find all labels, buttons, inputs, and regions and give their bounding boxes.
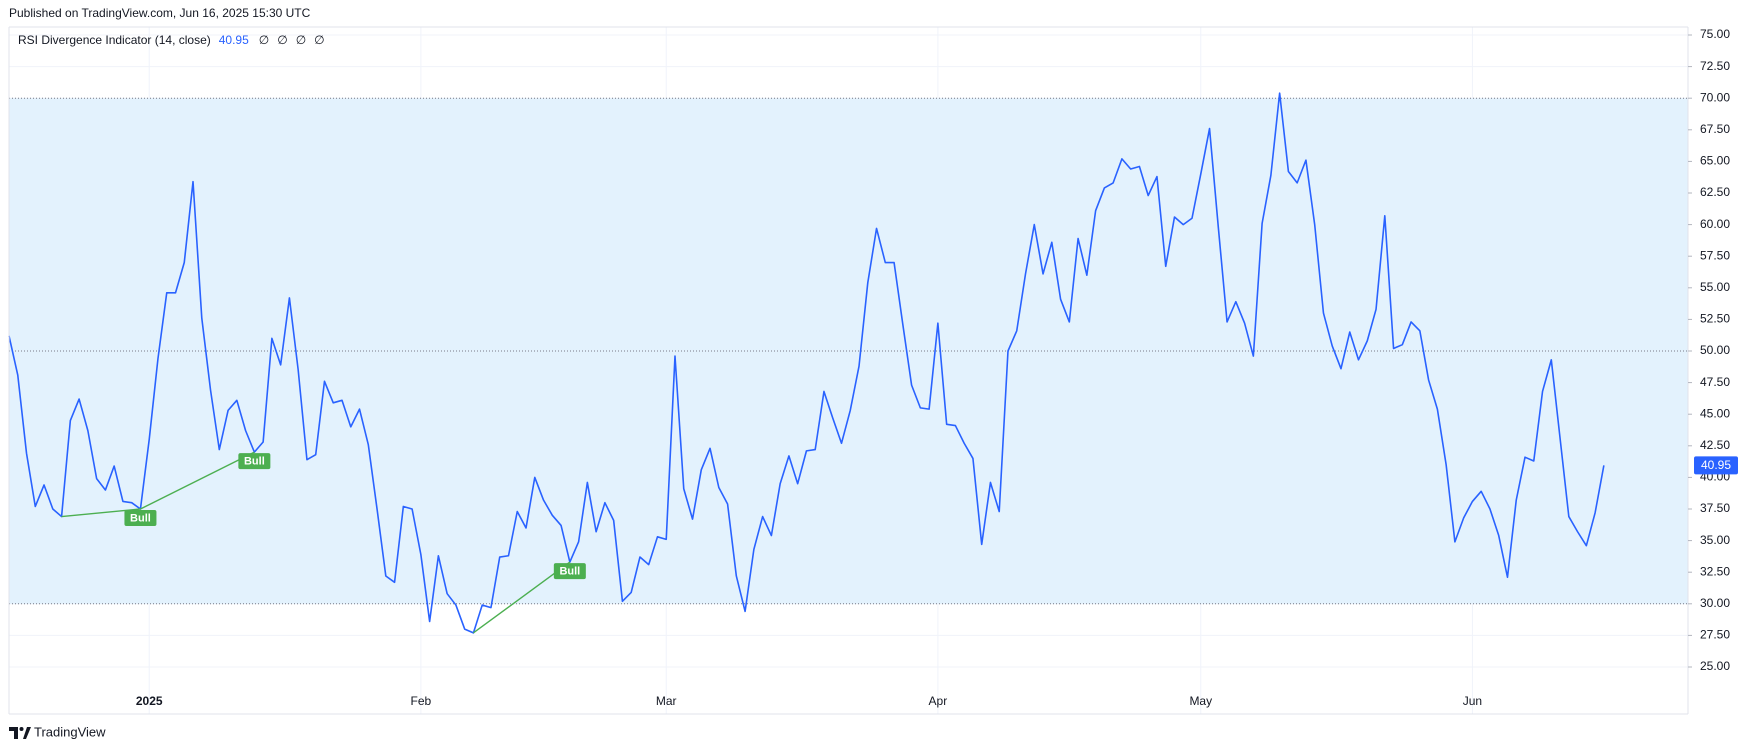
bands xyxy=(9,97,1688,605)
legend-extra: ∅ xyxy=(314,33,324,47)
y-tick-label: 32.50 xyxy=(1700,564,1730,578)
divergence-label: Bull xyxy=(130,512,151,524)
rsi-line xyxy=(8,92,1605,634)
x-tick-label: Feb xyxy=(411,694,432,708)
legend-extra: ∅ xyxy=(259,33,269,47)
divergence-line xyxy=(473,561,571,634)
y-tick-label: 60.00 xyxy=(1700,217,1730,231)
y-tick-label: 52.50 xyxy=(1700,312,1730,326)
y-tick-label: 62.50 xyxy=(1700,185,1730,199)
y-tick-label: 25.00 xyxy=(1700,659,1730,673)
logo-dot xyxy=(19,727,24,731)
x-tick-label: Jun xyxy=(1463,694,1482,708)
divergence-label: Bull xyxy=(559,565,580,577)
y-tick-label: 50.00 xyxy=(1700,343,1730,357)
y-tick-label: 30.00 xyxy=(1700,596,1730,610)
x-tick-label: 2025 xyxy=(136,694,163,708)
divergence-badge xyxy=(238,453,271,470)
y-tick-label: 75.00 xyxy=(1700,27,1730,41)
y-tick-label: 35.00 xyxy=(1700,533,1730,547)
legend: RSI Divergence Indicator (14, close) 40.9… xyxy=(18,33,325,47)
legend-title: RSI Divergence Indicator (14, close) xyxy=(18,33,211,47)
legend-extra: ∅ xyxy=(277,33,287,47)
legend-extra: ∅ xyxy=(296,33,306,47)
last-value-label: 40.95 xyxy=(1701,458,1731,472)
logo-mark xyxy=(9,727,18,739)
y-tick-label: 47.50 xyxy=(1700,375,1730,389)
y-tick-label: 27.50 xyxy=(1700,628,1730,642)
divergence-label: Bull xyxy=(244,456,265,468)
y-tick-label: 37.50 xyxy=(1700,501,1730,515)
y-tick-label: 70.00 xyxy=(1700,90,1730,104)
x-tick-label: Apr xyxy=(929,694,948,708)
watermark-logo xyxy=(9,727,31,739)
y-tick-label: 67.50 xyxy=(1700,122,1730,136)
divergence-badge xyxy=(553,563,586,580)
watermark: TradingView xyxy=(34,724,106,739)
y-tick-label: 65.00 xyxy=(1700,154,1730,168)
header: Published on TradingView.com, Jun 16, 20… xyxy=(9,6,311,20)
y-tick-label: 72.50 xyxy=(1700,59,1730,73)
y-tick-label: 42.50 xyxy=(1700,438,1730,452)
x-tick-label: Mar xyxy=(656,694,677,708)
y-tick-label: 55.00 xyxy=(1700,280,1730,294)
plot: Bull Bull Bull xyxy=(8,92,1605,634)
y-tick-label: 45.00 xyxy=(1700,406,1730,420)
legend-value: 40.95 xyxy=(219,33,249,47)
y-tick-label: 57.50 xyxy=(1700,248,1730,262)
band-fill xyxy=(9,98,1688,604)
divergence-badge xyxy=(124,510,157,526)
divergence-line xyxy=(140,451,255,510)
x-tick-label: May xyxy=(1189,694,1212,708)
last-value-badge xyxy=(1694,456,1738,475)
logo-slash xyxy=(23,727,31,739)
